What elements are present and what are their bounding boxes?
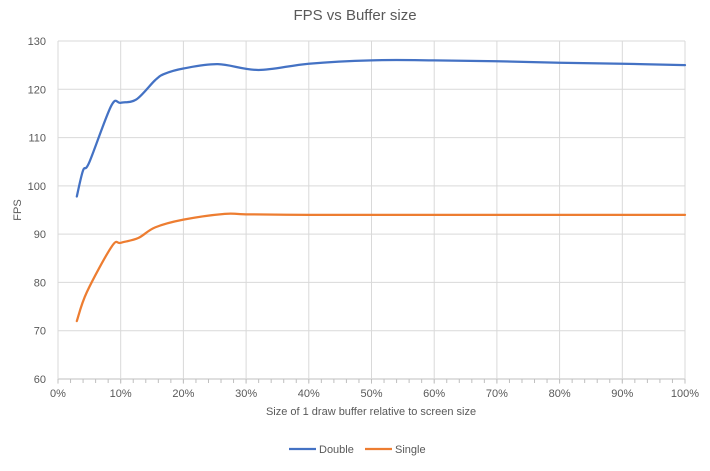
y-tick-label: 130: [28, 36, 46, 48]
legend: Double Single: [289, 444, 426, 456]
y-tick-label: 60: [34, 374, 46, 386]
x-tick-label: 10%: [110, 388, 132, 400]
y-tick-label: 80: [34, 277, 46, 289]
y-tick-label: 100: [28, 181, 46, 193]
y-tick-label: 90: [34, 229, 46, 241]
series-line-single: [75, 212, 687, 323]
x-tick-label: 60%: [423, 388, 445, 400]
series-line-double: [75, 58, 687, 198]
x-tick-label: 90%: [611, 388, 633, 400]
y-tick-label: 120: [28, 84, 46, 96]
x-tick-label: 0%: [50, 388, 66, 400]
series-lines: [75, 58, 687, 323]
gridlines: [57, 40, 686, 384]
x-tick-label: 80%: [549, 388, 571, 400]
x-tick-label: 30%: [235, 388, 257, 400]
x-tick-label: 20%: [172, 388, 194, 400]
x-axis-label: Size of 1 draw buffer relative to screen…: [266, 406, 476, 418]
legend-label-double: Double: [319, 444, 354, 456]
legend-label-single: Single: [395, 444, 426, 456]
y-axis-label: FPS: [12, 199, 24, 220]
x-tick-label: 100%: [671, 388, 699, 400]
x-tick-label: 70%: [486, 388, 508, 400]
y-tick-label: 70: [34, 326, 46, 338]
x-tick-label: 50%: [360, 388, 382, 400]
y-tick-label: 110: [28, 133, 46, 145]
x-tick-label: 40%: [298, 388, 320, 400]
y-axis-ticks: 60 70 80 90 100 110 120 130: [28, 36, 46, 386]
x-axis-ticks: 0% 10% 20% 30% 40% 50% 60% 70% 80% 90% 100%: [50, 388, 699, 400]
chart-title: FPS vs Buffer size: [293, 7, 416, 24]
